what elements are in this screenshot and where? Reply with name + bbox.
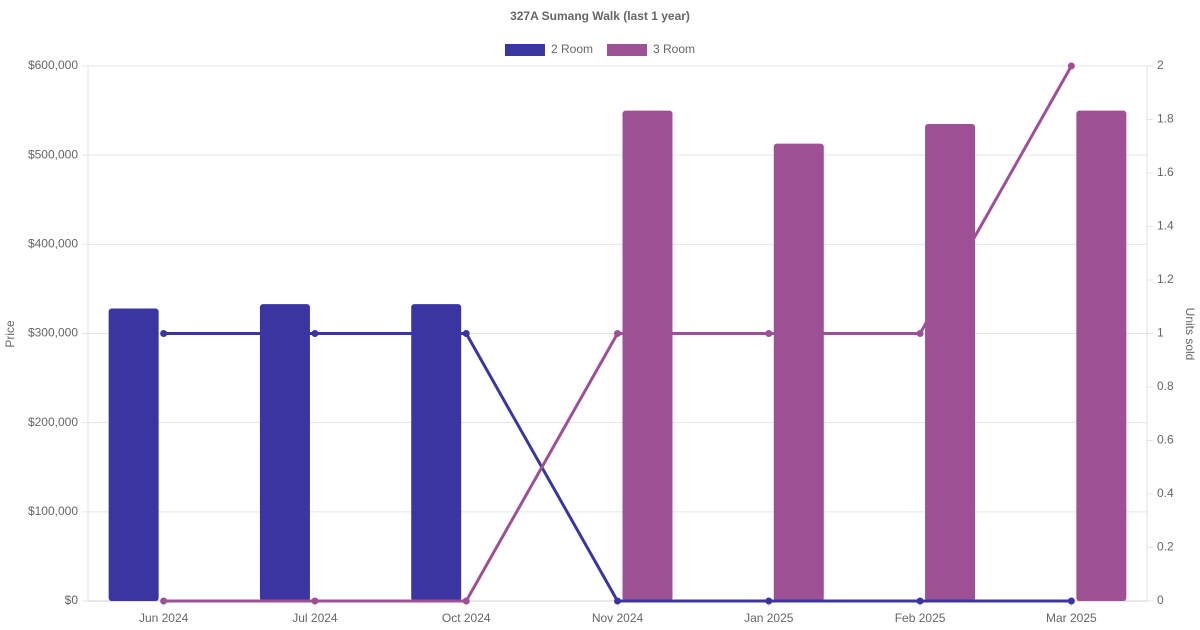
bar (1076, 110, 1127, 601)
x-tick-label: Oct 2024 (442, 611, 491, 625)
y2-tick-label: 0.6 (1157, 433, 1174, 447)
y-tick-label: $600,000 (28, 58, 78, 72)
point (160, 597, 168, 605)
bar (108, 308, 159, 601)
y2-tick-label: 0 (1157, 593, 1164, 607)
legend-swatch (607, 44, 647, 56)
x-tick-label: Feb 2025 (895, 611, 946, 625)
y2-tick-label: 1 (1157, 326, 1164, 340)
point (916, 597, 924, 605)
x-tick-label: Jun 2024 (139, 611, 189, 625)
legend-swatch (504, 44, 545, 56)
bar (622, 110, 673, 601)
point (462, 597, 470, 605)
point (614, 597, 621, 605)
bar (411, 304, 462, 601)
legend-label: 3 Room (653, 42, 695, 56)
y2-tick-label: 0.2 (1157, 540, 1174, 554)
point (614, 330, 621, 337)
bar (259, 304, 310, 601)
point (311, 330, 319, 337)
y2-tick-label: 0.4 (1157, 486, 1174, 500)
y2-axis-title: Units sold (1183, 308, 1197, 361)
x-tick-label: Mar 2025 (1046, 611, 1097, 625)
y-tick-label: $500,000 (28, 147, 78, 161)
y2-tick-label: 2 (1157, 58, 1164, 72)
bar (773, 143, 824, 601)
point (1067, 62, 1075, 70)
x-tick-label: Jan 2025 (744, 611, 794, 625)
point (916, 330, 924, 337)
x-tick-label: Jul 2024 (292, 611, 338, 625)
y-tick-label: $300,000 (28, 326, 78, 340)
y2-tick-label: 0.8 (1157, 379, 1174, 393)
point (765, 330, 773, 337)
bar (925, 123, 976, 601)
y2-tick-label: 1.6 (1157, 165, 1174, 179)
legend-label: 2 Room (551, 42, 593, 56)
y-tick-label: $100,000 (28, 504, 78, 518)
point (765, 597, 773, 605)
y-tick-label: $200,000 (28, 415, 78, 429)
point (462, 330, 470, 337)
point (1067, 597, 1075, 605)
y-tick-label: $0 (65, 593, 79, 607)
y-tick-label: $400,000 (28, 237, 78, 251)
y2-tick-label: 1.4 (1157, 219, 1174, 233)
y-axis-title: Price (3, 320, 17, 348)
point (160, 330, 168, 337)
y2-tick-label: 1.8 (1157, 112, 1174, 126)
y2-tick-label: 1.2 (1157, 272, 1174, 286)
point (311, 597, 319, 605)
chart-title: 327A Sumang Walk (last 1 year) (510, 9, 690, 23)
x-tick-label: Nov 2024 (592, 611, 644, 625)
